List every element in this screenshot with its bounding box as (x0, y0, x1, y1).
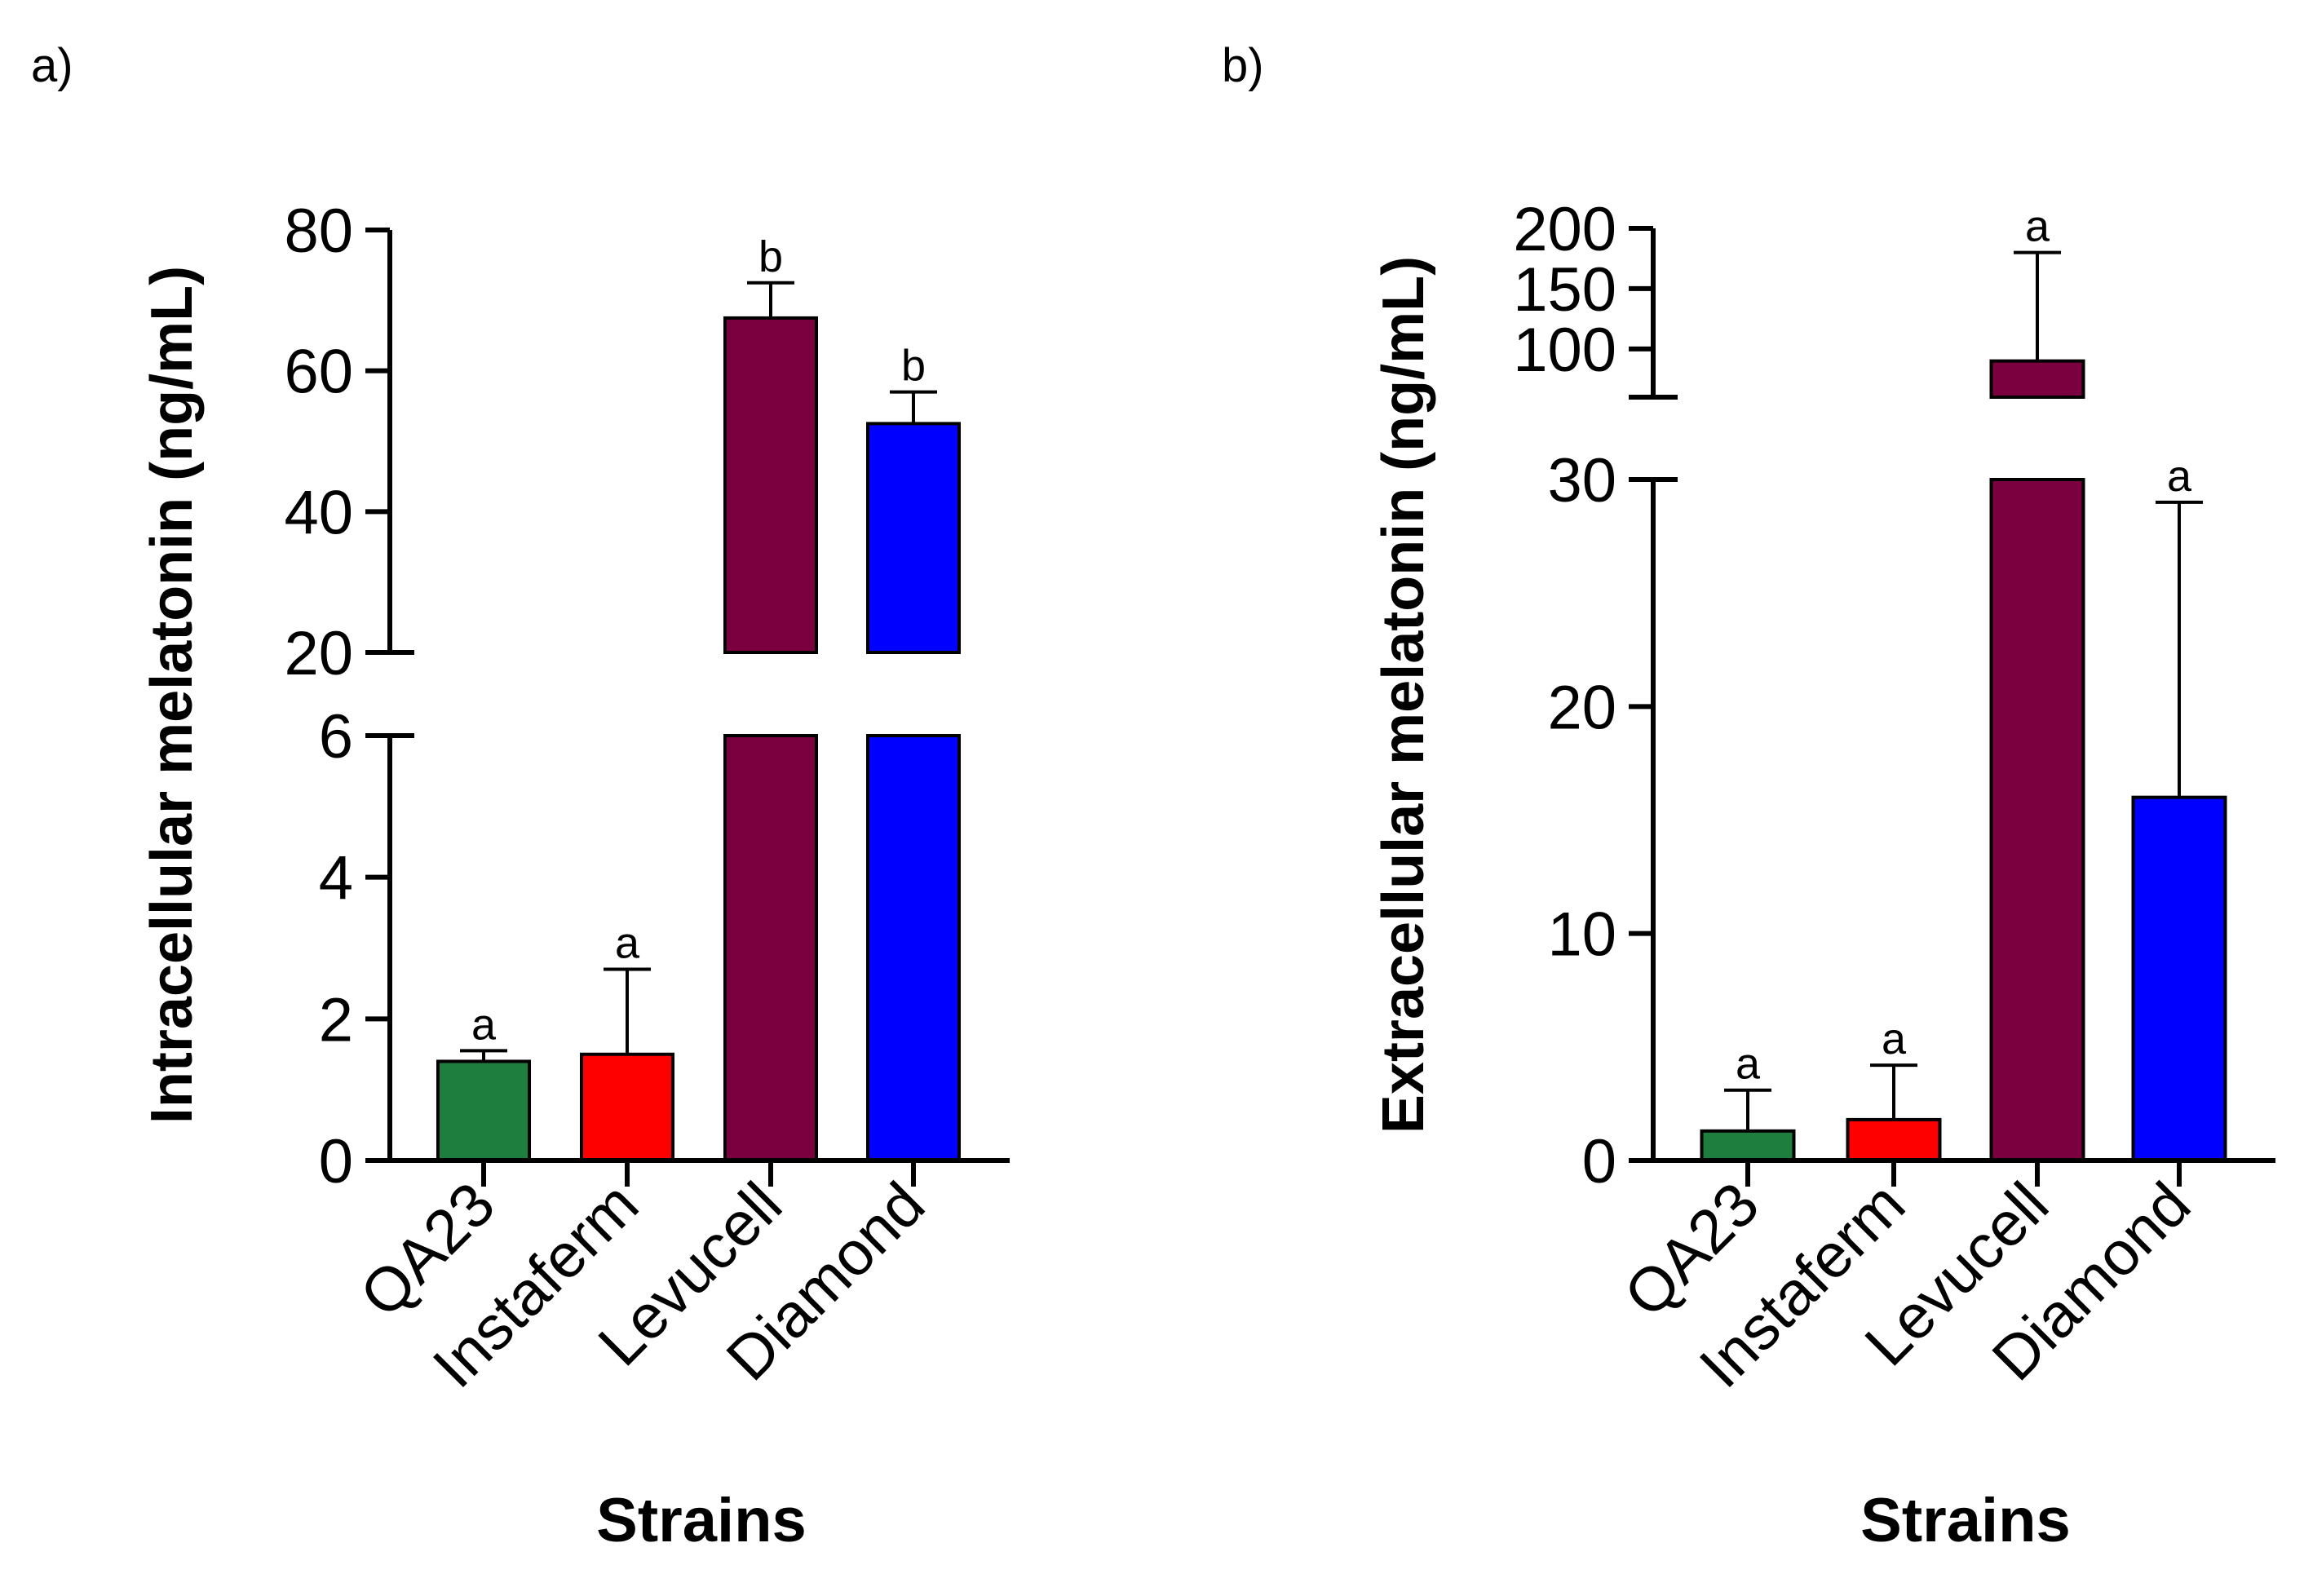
bar-qa23 (1700, 1129, 1796, 1162)
significance-label: a (2167, 452, 2192, 501)
y-tick-label: 40 (284, 478, 353, 547)
y-tick-label: 200 (1513, 195, 1616, 264)
y-tick-label: 30 (1547, 446, 1616, 515)
y-tick-label: 100 (1513, 316, 1616, 385)
significance-label: b (901, 342, 926, 391)
y-tick-label: 20 (284, 619, 353, 688)
panel-label: a) (31, 39, 73, 92)
y-tick-label: 150 (1513, 255, 1616, 325)
bar-levucell-upper (1989, 359, 2085, 399)
y-tick-label: 0 (1582, 1127, 1616, 1196)
y-tick-label: 10 (1547, 900, 1616, 970)
x-axis-title: Strains (1860, 1486, 2071, 1555)
bar-diamond (2131, 795, 2227, 1163)
significance-label: a (615, 919, 640, 968)
y-tick-label: 20 (1547, 673, 1616, 742)
y-tick-label: 80 (284, 197, 353, 266)
significance-label: b (758, 232, 783, 281)
bar-qa23 (436, 1059, 531, 1163)
y-axis-title: Extracellular melatonin (ng/mL) (1371, 256, 1436, 1134)
significance-label: a (1736, 1040, 1761, 1089)
bar-instaferm (580, 1052, 674, 1162)
y-tick-label: 0 (319, 1127, 353, 1196)
panel-b-chart: b)aaaa0102030100150200QA23InstafermLevuc… (1222, 39, 2275, 1555)
bar-levucell-lower (723, 734, 818, 1162)
bar-diamond-lower (866, 734, 961, 1162)
significance-label: a (471, 1000, 497, 1049)
bar-diamond-upper (866, 422, 961, 655)
panel-a-chart: a)aabb024620406080QA23InstafermLevucellD… (31, 39, 1010, 1555)
y-tick-label: 6 (319, 702, 353, 771)
panel-label: b) (1222, 39, 1264, 92)
bar-levucell-upper (723, 316, 818, 654)
y-tick-label: 4 (319, 844, 353, 913)
y-tick-label: 2 (319, 985, 353, 1054)
x-axis-title: Strains (596, 1486, 807, 1555)
significance-label: a (1882, 1015, 1907, 1063)
y-tick-label: 60 (284, 338, 353, 407)
significance-label: a (2025, 202, 2050, 251)
bar-levucell-lower (1989, 478, 2085, 1162)
bar-instaferm (1846, 1117, 1942, 1163)
y-axis-title: Intracellular melatonin (ng/mL) (139, 266, 205, 1124)
